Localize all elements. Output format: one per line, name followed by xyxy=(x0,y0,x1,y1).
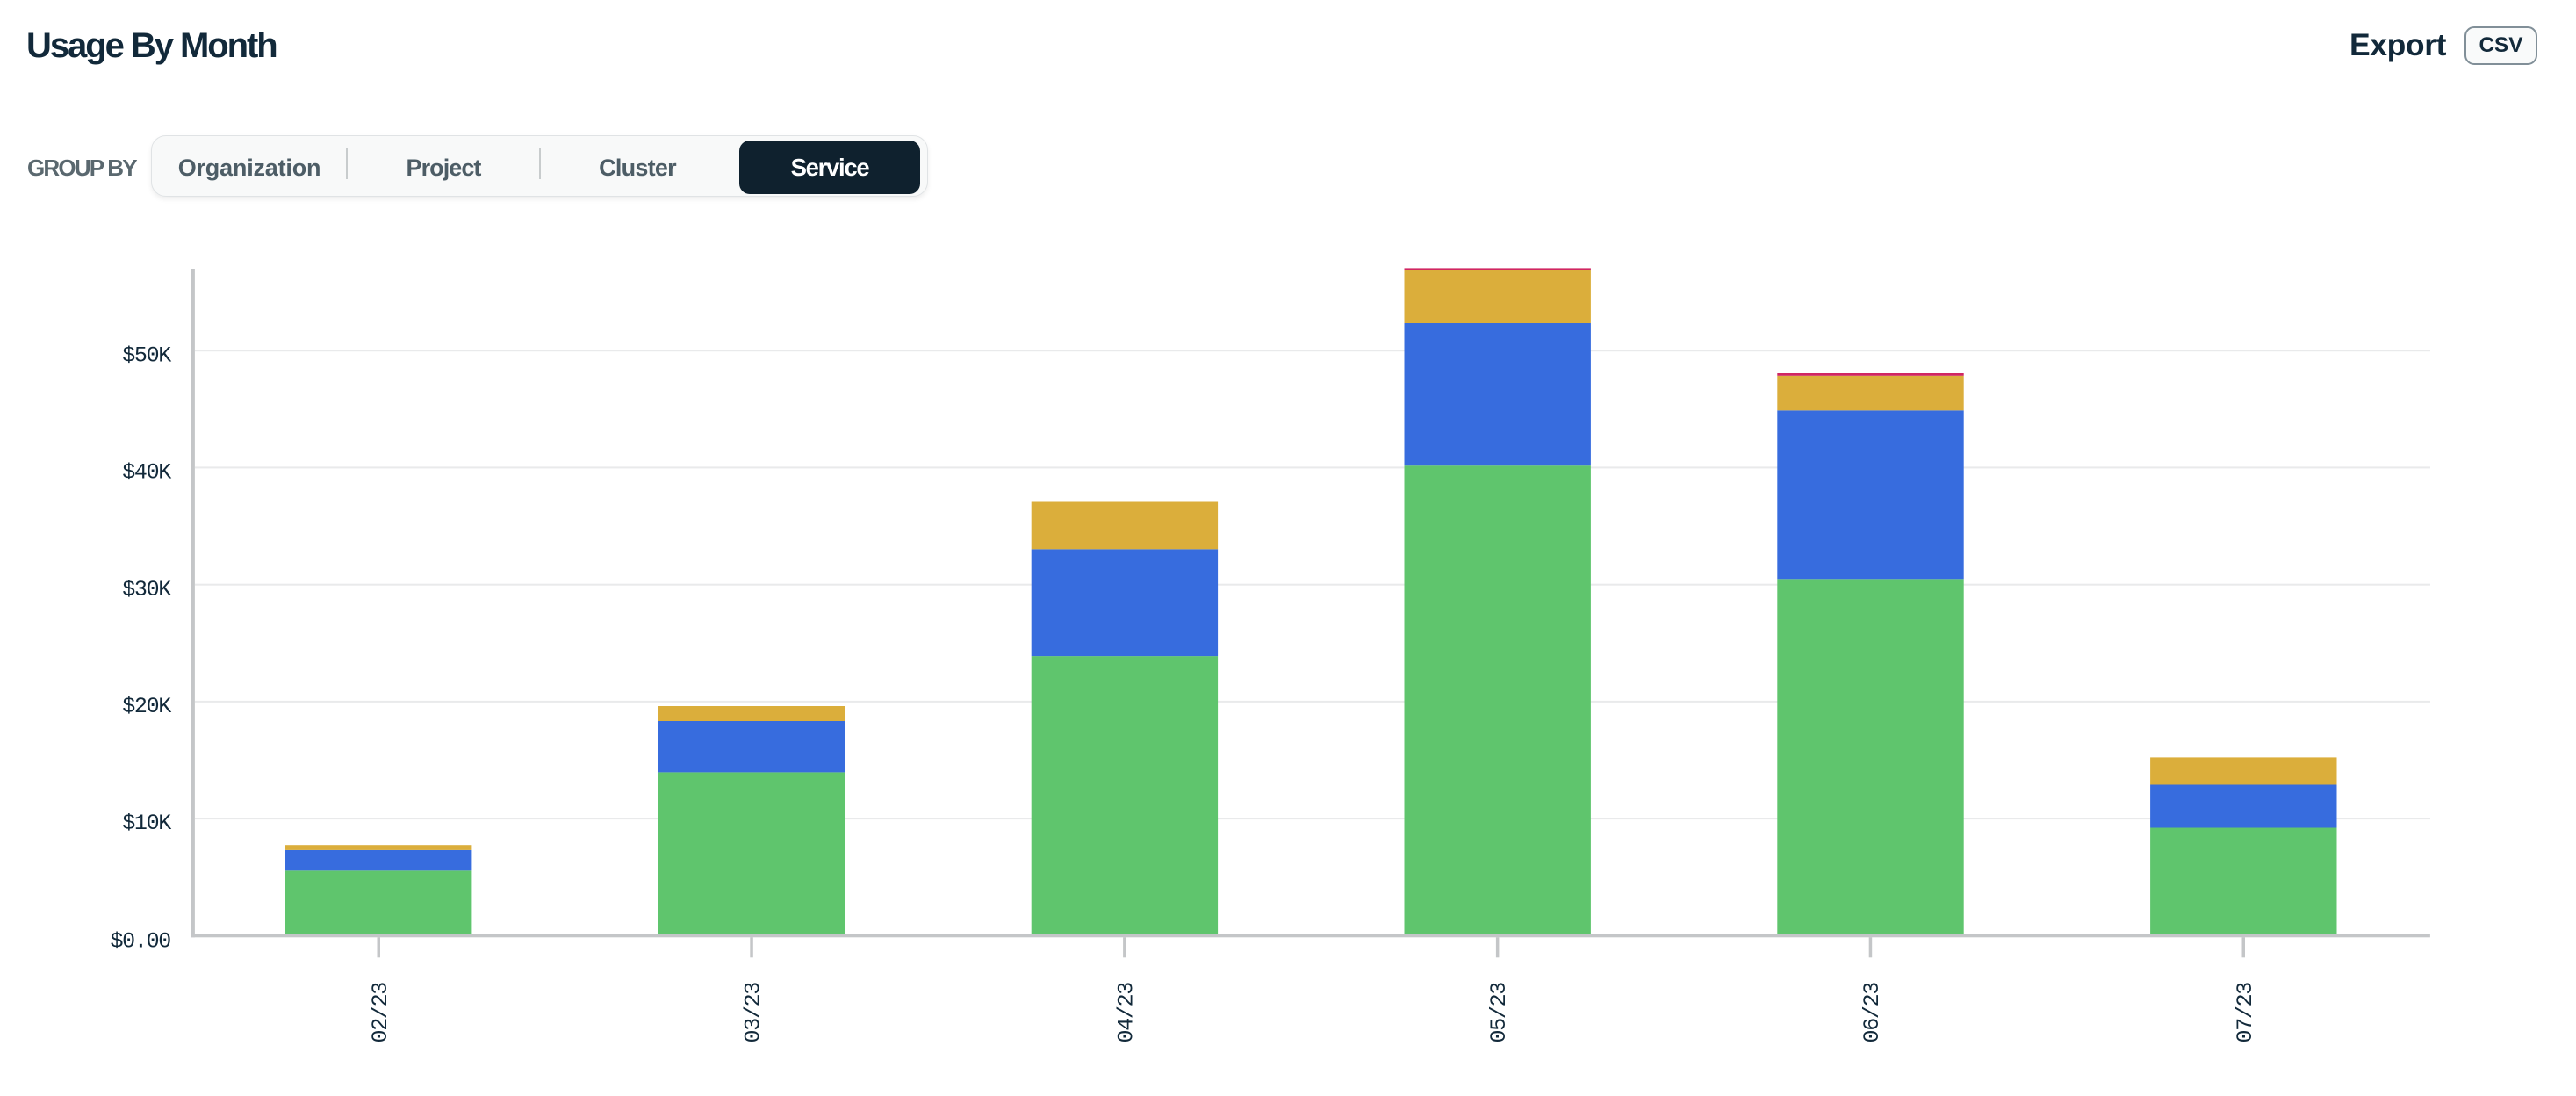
svg-text:$40K: $40K xyxy=(122,460,171,486)
svg-text:05/23: 05/23 xyxy=(1486,983,1512,1043)
svg-text:$0.00: $0.00 xyxy=(110,929,170,955)
svg-text:04/23: 04/23 xyxy=(1113,983,1139,1043)
svg-text:$10K: $10K xyxy=(122,811,171,836)
svg-text:03/23: 03/23 xyxy=(741,983,766,1043)
svg-text:$20K: $20K xyxy=(122,694,171,719)
svg-text:07/23: 07/23 xyxy=(2233,983,2258,1043)
svg-text:$30K: $30K xyxy=(122,577,171,602)
svg-text:06/23: 06/23 xyxy=(1860,983,1885,1043)
svg-text:$50K: $50K xyxy=(122,342,171,368)
svg-text:02/23: 02/23 xyxy=(368,983,393,1043)
